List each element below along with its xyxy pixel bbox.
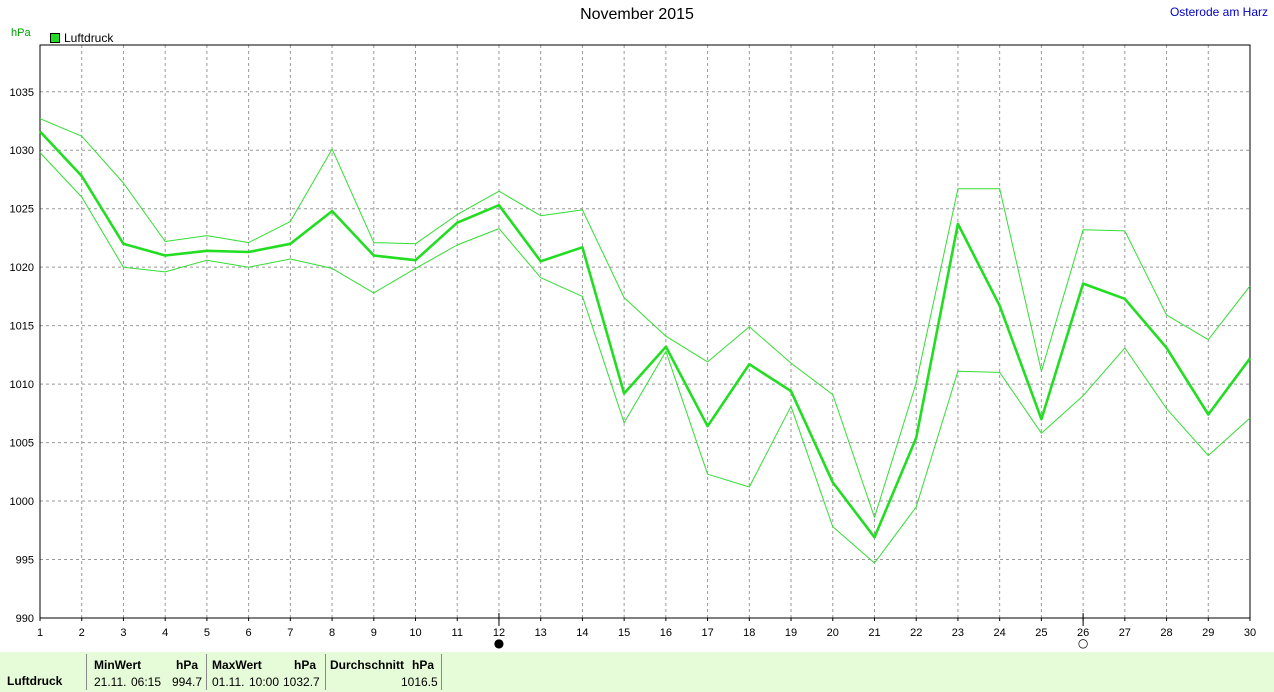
y-tick-label: 1005 (10, 438, 34, 450)
x-tick-label: 12 (493, 627, 505, 639)
avg-value: 1016.5 (401, 675, 438, 689)
x-tick-label: 26 (1077, 627, 1089, 639)
y-tick-label: 1035 (10, 87, 34, 99)
footer-divider (206, 654, 207, 690)
max-date: 01.11. (212, 675, 245, 689)
series-line-min (39, 152, 1251, 564)
y-tick-label: 1025 (10, 204, 34, 216)
x-tick-label: 5 (204, 627, 210, 639)
min-unit: hPa (176, 658, 199, 672)
legend-label: Luftdruck (64, 31, 114, 45)
x-tick-label: 10 (409, 627, 421, 639)
y-axis-unit: hPa (11, 27, 31, 39)
x-tick-label: 19 (785, 627, 797, 639)
x-tick-label: 22 (910, 627, 922, 639)
chart-title: November 2015 (580, 6, 694, 23)
footer-divider (441, 654, 442, 690)
x-tick-label: 15 (618, 627, 630, 639)
legend: Luftdruck (50, 31, 113, 45)
x-tick-label: 1 (37, 627, 43, 639)
x-tick-label: 25 (1035, 627, 1047, 639)
min-date: 21.11. (94, 675, 127, 689)
x-tick-label: 8 (329, 627, 335, 639)
marker-symbol: ○ (1078, 636, 1088, 650)
x-tick-label: 24 (994, 627, 1006, 639)
series-line-max (39, 118, 1251, 518)
x-tick-label: 16 (660, 627, 672, 639)
y-tick-label: 990 (16, 613, 34, 625)
x-tick-label: 21 (868, 627, 880, 639)
x-tick-label: 27 (1119, 627, 1131, 639)
x-tick-label: 18 (743, 627, 755, 639)
avg-unit: hPa (412, 658, 435, 672)
max-value: 1032.7 (283, 675, 320, 689)
x-tick-label: 4 (162, 627, 168, 639)
x-tick-label: 2 (79, 627, 85, 639)
x-tick-label: 20 (827, 627, 839, 639)
max-time: 10:00 (249, 675, 280, 689)
y-tick-label: 1015 (10, 321, 34, 333)
min-time: 06:15 (131, 675, 162, 689)
x-tick-label: 9 (371, 627, 377, 639)
y-tick-label: 1010 (10, 379, 34, 391)
x-tick-label: 17 (701, 627, 713, 639)
x-tick-label: 23 (952, 627, 964, 639)
x-tick-label: 30 (1244, 627, 1256, 639)
statistics-footer: Luftdruck MinWert hPa 21.11. 06:15 994.7… (0, 652, 1274, 692)
location-label: Osterode am Harz (1169, 5, 1268, 19)
y-tick-label: 1030 (10, 145, 34, 157)
max-unit: hPa (294, 658, 317, 672)
x-tick-label: 13 (535, 627, 547, 639)
footer-divider (86, 654, 87, 690)
y-tick-label: 1020 (10, 262, 34, 274)
legend-swatch (50, 33, 60, 43)
footer-divider (325, 654, 326, 690)
plot-frame (39, 44, 1251, 619)
x-tick-label: 6 (246, 627, 252, 639)
x-tick-label: 14 (576, 627, 588, 639)
min-header: MinWert (94, 658, 142, 672)
min-value: 994.7 (172, 675, 203, 689)
footer-row-label: Luftdruck (7, 674, 63, 688)
marker-symbol: ● (494, 636, 504, 650)
y-tick-label: 995 (16, 555, 34, 567)
x-tick-label: 28 (1160, 627, 1172, 639)
avg-header: Durchschnitt (330, 658, 405, 672)
x-tick-label: 11 (452, 627, 463, 639)
x-tick-label: 29 (1202, 627, 1214, 639)
x-tick-label: 7 (287, 627, 293, 639)
max-header: MaxWert (212, 658, 262, 672)
y-tick-label: 1000 (10, 496, 34, 508)
x-tick-label: 3 (120, 627, 126, 639)
series-line-mean (39, 130, 1252, 539)
